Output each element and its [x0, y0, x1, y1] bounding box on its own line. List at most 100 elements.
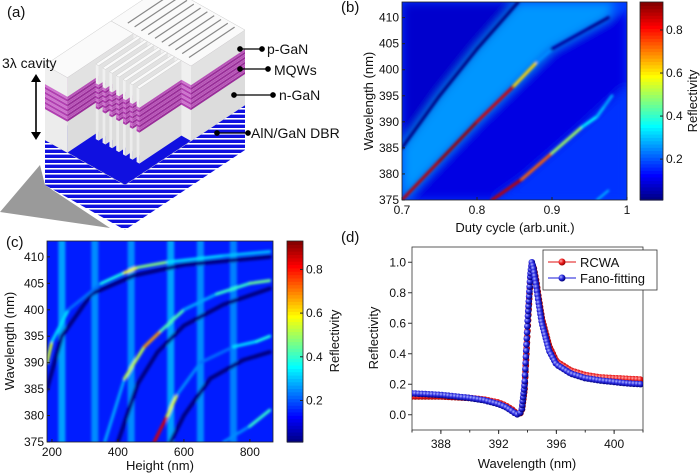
y-axis-label: Wavelength (nm) — [361, 52, 376, 151]
resonance-ridge — [115, 286, 272, 442]
colorbar-segment — [287, 291, 303, 296]
grating-fin-mqw-barrier-left-face — [123, 103, 126, 108]
grating-fin-p-gan-left-face — [95, 64, 99, 85]
grating-fin-p-gan-left-face — [136, 87, 140, 108]
colorbar-segment — [640, 77, 663, 82]
grating-fin-mqw-left-face — [95, 90, 99, 95]
colorbar-segment — [287, 401, 303, 406]
colorbar-segment — [640, 143, 663, 148]
ridge-segment — [248, 279, 272, 285]
colorbar-segment — [640, 157, 663, 161]
colorbar-segment — [287, 318, 303, 322]
grating-fin-mqw-barrier-left-face — [109, 90, 113, 95]
grating-fin-mqw-barrier-left-face — [109, 110, 113, 115]
x-tick-label: 1 — [624, 203, 631, 217]
colorbar-segment — [287, 421, 303, 426]
colorbar-segment — [287, 261, 303, 266]
grating-fin-n-gan-left-face — [129, 127, 133, 160]
colorbar-segment — [640, 134, 663, 138]
data-point — [521, 377, 529, 385]
colorbar-segment — [640, 58, 663, 62]
grating-fin-mqw-barrier-left-face — [95, 88, 99, 93]
grating-fin-mqw-left-face — [102, 109, 106, 114]
left-pillar-mqw-left-face — [45, 91, 68, 107]
colorbar-segment — [287, 331, 303, 336]
heatmap-ridges — [47, 241, 272, 442]
grating-groove — [175, 18, 222, 51]
grating-fin-mqw-barrier-right-face — [139, 89, 182, 121]
layer-leaders — [214, 46, 276, 136]
ridge-segment — [198, 345, 235, 365]
ridge-segment — [550, 26, 591, 51]
dbr-block-left-face — [45, 140, 125, 230]
left-pillar-mqw-barrier-left-face — [45, 84, 68, 100]
grating-fin-n-gan-right-face — [139, 104, 182, 164]
grating-fin-p-gan-left-face — [109, 71, 113, 93]
x-axis-label: Duty cycle (arb.unit.) — [455, 220, 574, 235]
grating-fin-mqw-left-face — [136, 128, 140, 133]
ridge-segment — [221, 286, 272, 307]
colorbar-segment — [287, 368, 303, 373]
panel-c-label: (c) — [6, 234, 24, 251]
grating-groove — [181, 22, 229, 55]
grating-fin-mqw-left-face — [136, 113, 140, 118]
ridge-segment — [550, 125, 584, 155]
data-point — [524, 323, 531, 330]
grating-fin-mqw-left-face — [102, 104, 106, 109]
colorbar-segment — [640, 137, 663, 142]
colorbar-segment — [287, 385, 303, 389]
resonance-ridge — [47, 250, 272, 365]
x-tick-label: 388 — [431, 437, 451, 451]
resonance-ridge — [47, 254, 272, 392]
y-tick-label: 0.2 — [389, 377, 406, 391]
ridge-segment — [222, 424, 252, 442]
resonance-ridge — [168, 350, 272, 442]
grating-fin-mqw-left-face — [116, 102, 119, 107]
colorbar-segment — [640, 196, 663, 201]
colorbar-segment — [287, 378, 303, 383]
data-point — [526, 283, 533, 290]
colorbar-segment — [287, 247, 303, 252]
grating-fin-mqw-barrier-left-face — [129, 102, 133, 107]
y-tick-label: 380 — [379, 167, 399, 181]
data-point — [525, 302, 532, 310]
grating-fin-n-gan-left-face — [116, 119, 119, 153]
ridge-segment — [115, 381, 140, 442]
y-tick-label: 385 — [24, 382, 44, 396]
grating-fin-p-gan-top-face — [129, 54, 176, 86]
colorbar-segment — [640, 107, 663, 112]
ridge-segment — [208, 358, 246, 381]
colorbar-segment — [287, 287, 303, 292]
colorbar-tick-label: 0.2 — [306, 393, 323, 407]
grating-fin-mqw-barrier-left-face — [109, 95, 113, 100]
left-pillar-mqw-left-face — [45, 86, 68, 102]
y-tick-label: 0.8 — [389, 286, 406, 300]
colorbar-segment — [640, 117, 663, 122]
legend-label: Fano-fitting — [580, 271, 645, 286]
ridge-segment — [248, 408, 272, 428]
colorbar-segment — [640, 41, 663, 46]
plot-frame — [401, 1, 628, 201]
x-axis-label: Wavelength (nm) — [478, 456, 577, 471]
colorbar-segment — [640, 173, 663, 178]
ridge-segment — [135, 350, 160, 386]
data-point — [524, 317, 531, 325]
legend-marker — [558, 274, 566, 282]
grating-fin-mqw-barrier-left-face — [129, 112, 133, 117]
colorbar-segment — [640, 124, 663, 128]
grating-fin-mqw-barrier-right-face — [139, 84, 182, 116]
grating-fin-mqw-barrier-left-face — [116, 99, 119, 104]
y-tick-label: 400 — [24, 303, 44, 317]
colorbar-segment — [287, 415, 303, 420]
grating-fin-mqw-barrier-left-face — [102, 91, 106, 96]
x-tick-label: 392 — [489, 437, 509, 451]
right-pillar-mqw-right-face — [191, 71, 245, 110]
ridge-segment — [490, 177, 524, 200]
grating-fin-mqw-left-face — [123, 105, 126, 110]
left-pillar-n-gan-left-face — [45, 109, 68, 153]
colorbar-segment — [640, 8, 663, 13]
right-pillar-mqw-barrier-right-face — [191, 54, 245, 93]
colorbar-tick-label: 0.6 — [306, 306, 323, 320]
grating-fin-p-gan-left-face — [129, 83, 133, 104]
colorbar-segment — [640, 25, 663, 29]
